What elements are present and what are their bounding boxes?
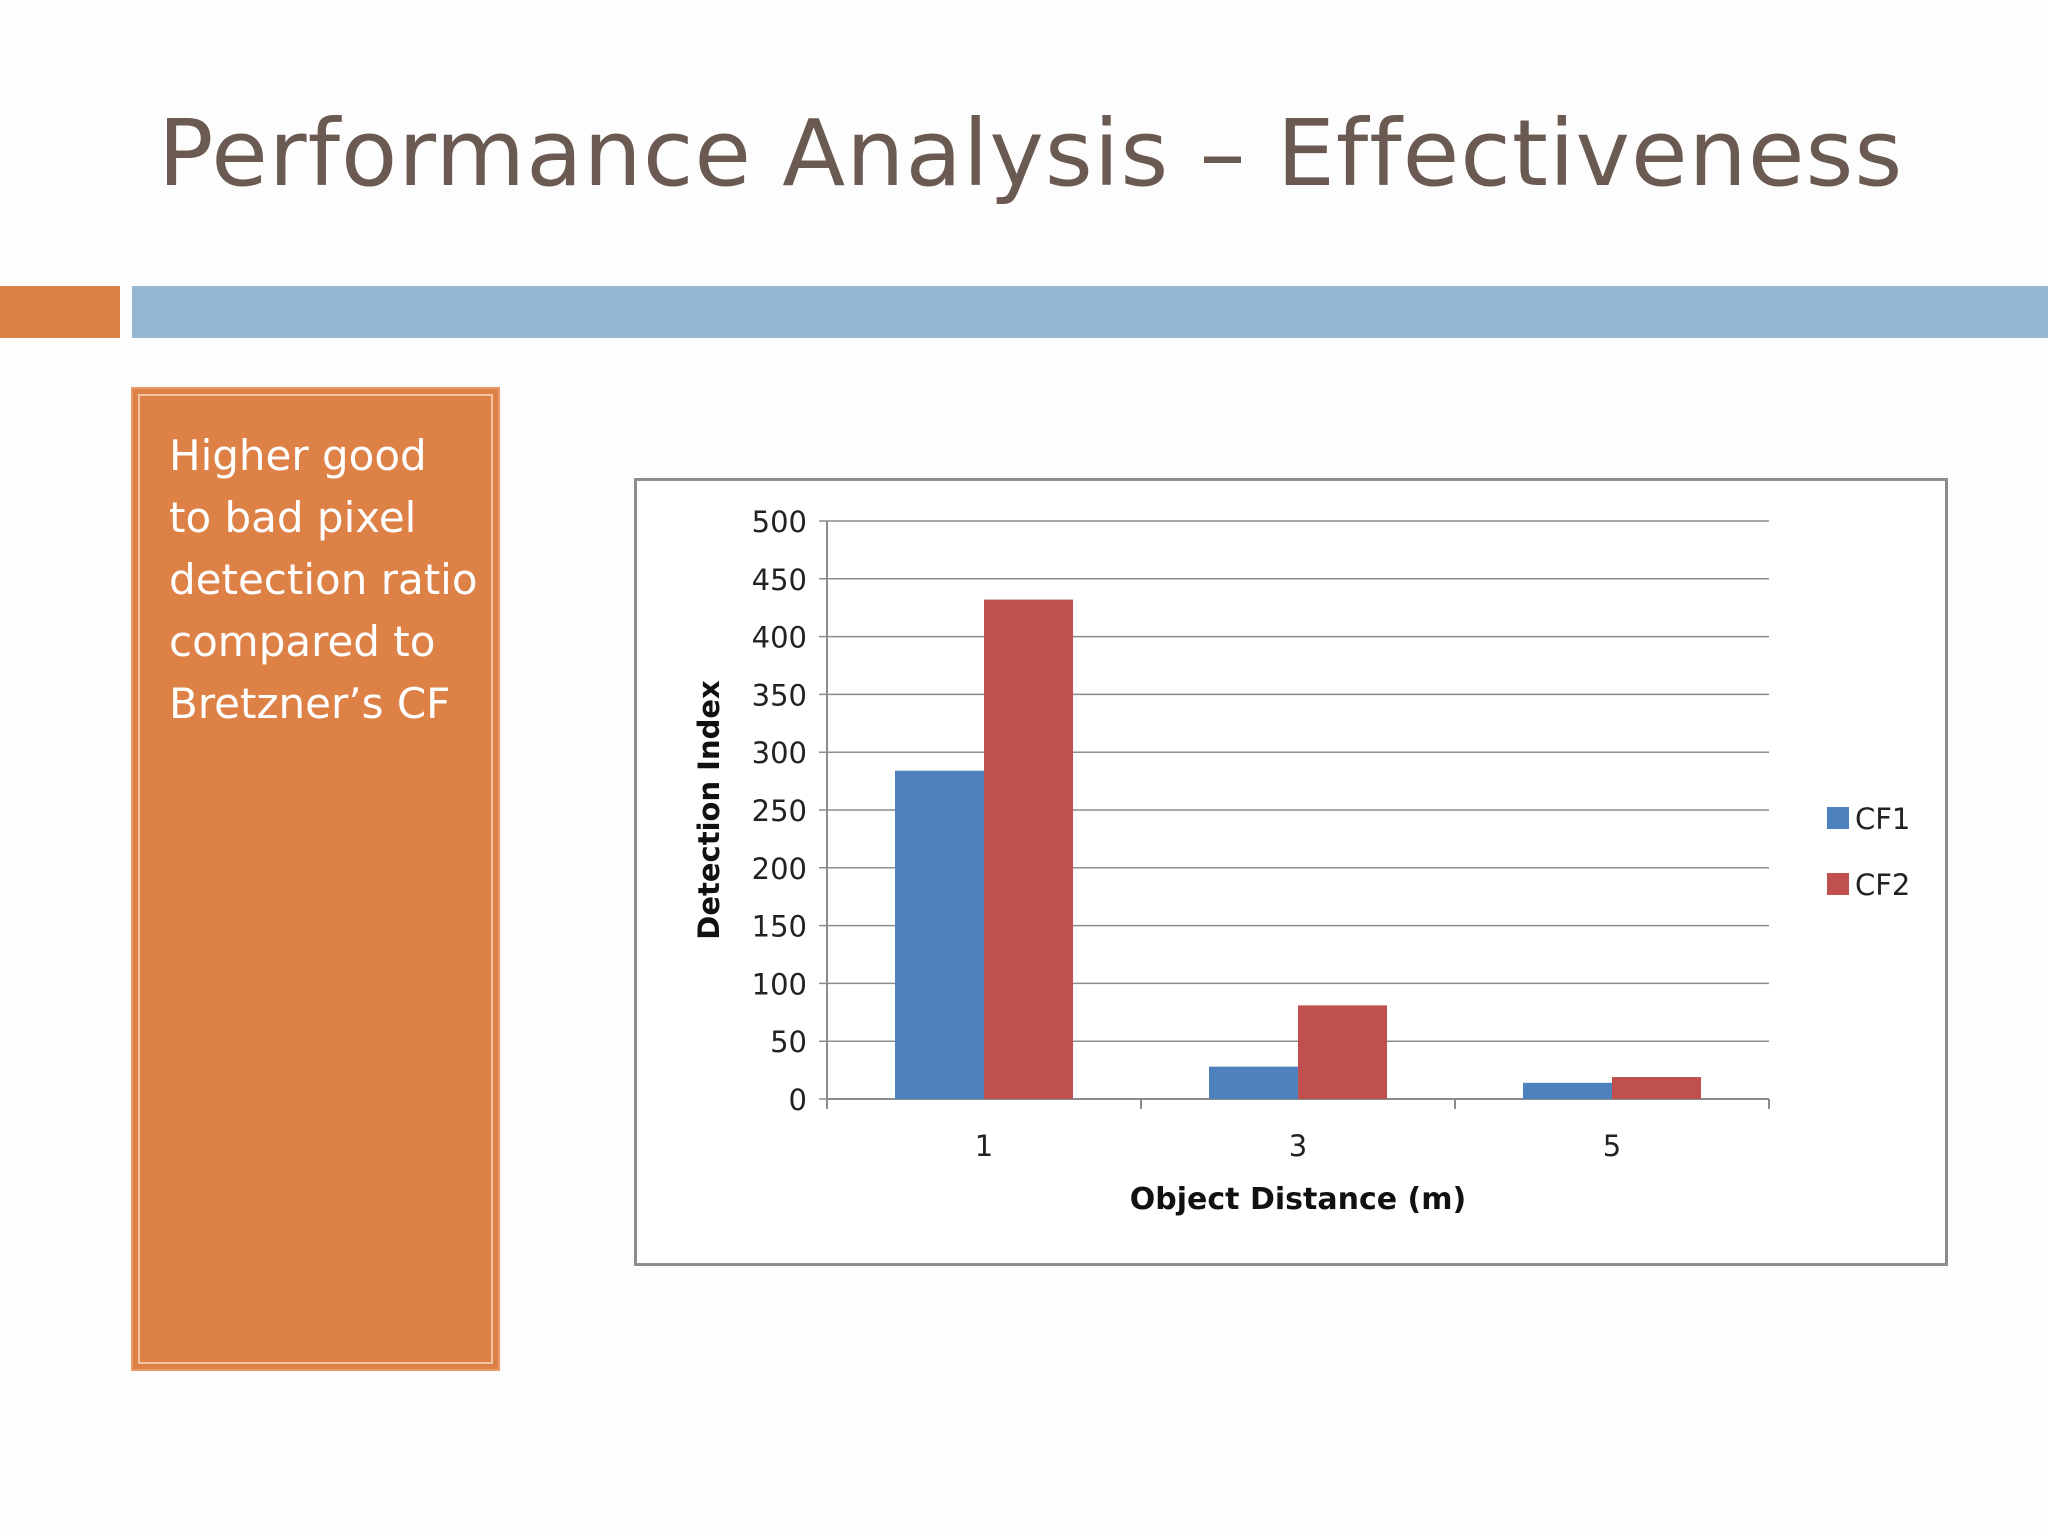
legend-swatch-cf2 xyxy=(1827,873,1849,895)
y-tick-label: 100 xyxy=(752,967,807,1001)
y-tick-label: 350 xyxy=(752,678,807,712)
bar-cf2-1 xyxy=(984,599,1073,1099)
y-axis-title: Detection Index xyxy=(692,680,726,940)
bar-cf1-5 xyxy=(1523,1082,1612,1099)
bar-cf2-3 xyxy=(1298,1005,1387,1099)
y-tick-label: 500 xyxy=(752,505,807,539)
legend-swatch-cf1 xyxy=(1827,807,1849,829)
bar-cf1-1 xyxy=(895,770,984,1099)
accent-bar-blue xyxy=(132,286,2048,338)
y-tick-label: 0 xyxy=(789,1083,807,1117)
x-tick-label: 1 xyxy=(975,1129,993,1163)
y-tick-label: 150 xyxy=(752,910,807,944)
y-tick-label: 400 xyxy=(752,621,807,655)
callout-inner-border xyxy=(138,394,493,1364)
bar-cf1-3 xyxy=(1209,1066,1298,1099)
accent-bar-orange xyxy=(0,286,120,338)
bar-cf2-5 xyxy=(1612,1077,1701,1099)
x-tick-label: 3 xyxy=(1289,1129,1307,1163)
bar-chart: 0 50 100 150 200 250 300 350 400 450 500 1 3 5 Object … xyxy=(692,505,1910,1217)
slide-title: Performance Analysis – Effectiveness xyxy=(158,100,1904,207)
legend-label-cf1: CF1 xyxy=(1855,802,1910,836)
callout-text: Higher good to bad pixel detection ratio… xyxy=(169,431,478,728)
callout-box: Higher good to bad pixel detection ratio… xyxy=(131,387,500,1371)
chart-frame: 0 50 100 150 200 250 300 350 400 450 500 1 3 5 Object … xyxy=(634,478,1948,1266)
y-tick-label: 450 xyxy=(752,563,807,597)
x-tick-label: 5 xyxy=(1603,1129,1621,1163)
legend-label-cf2: CF2 xyxy=(1855,868,1910,902)
y-tick-label: 300 xyxy=(752,736,807,770)
x-axis-title: Object Distance (m) xyxy=(1130,1182,1466,1217)
y-tick-label: 250 xyxy=(752,794,807,828)
y-tick-label: 50 xyxy=(770,1025,807,1059)
y-tick-label: 200 xyxy=(752,852,807,886)
